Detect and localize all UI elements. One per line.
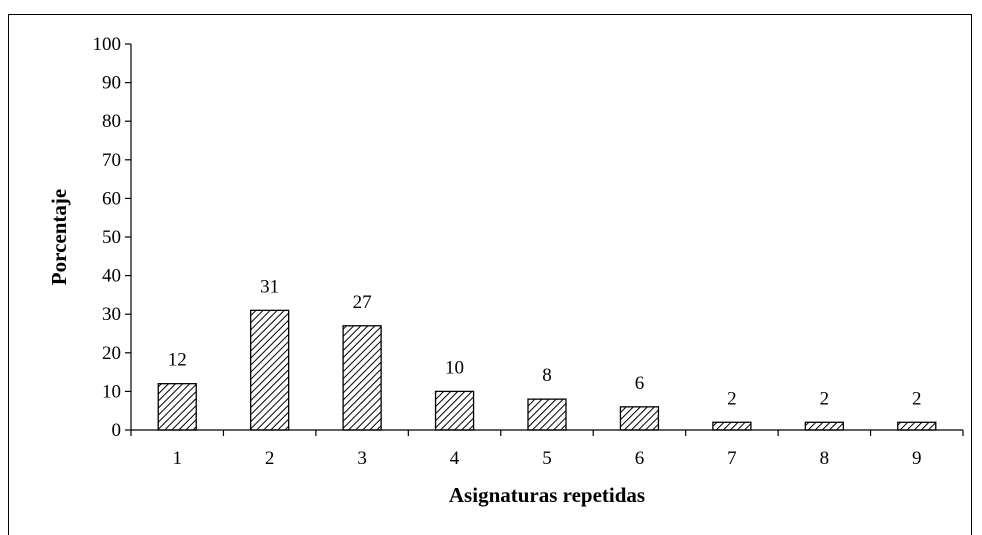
- y-tick-label: 70: [102, 150, 121, 171]
- x-tick-label: 3: [357, 448, 367, 469]
- bar-6: [619, 406, 660, 431]
- y-tick-label: 90: [102, 73, 121, 94]
- bar-4: [434, 390, 475, 431]
- y-tick-label: 20: [102, 343, 121, 364]
- bar-7: [712, 421, 752, 431]
- x-tick-label: 1: [172, 448, 182, 469]
- data-label: 31: [260, 276, 279, 297]
- y-tick-label: 60: [102, 188, 121, 209]
- x-tick-label: 4: [450, 448, 460, 469]
- bar-9: [897, 421, 937, 431]
- data-label: 2: [820, 388, 830, 409]
- x-axis-title: Asignaturas repetidas: [449, 483, 645, 507]
- y-tick-label: 0: [112, 420, 122, 441]
- x-tick-label: 5: [542, 448, 552, 469]
- bar-8: [804, 421, 844, 431]
- y-tick-label: 40: [102, 266, 121, 287]
- data-label: 10: [445, 357, 464, 378]
- bar-1: [157, 383, 197, 431]
- y-tick-label: 10: [102, 381, 121, 402]
- x-tick-label: 9: [912, 448, 922, 469]
- data-labels: 12 31 27 10 8 6 2 2 2: [168, 276, 922, 409]
- y-tick-label: 50: [102, 227, 121, 248]
- data-label: 2: [912, 388, 922, 409]
- y-axis-ticks: 0 10 20 30 40 50 60 70 80 90 100: [93, 34, 131, 441]
- x-tick-label: 7: [727, 448, 737, 469]
- x-tick-label: 6: [635, 448, 645, 469]
- chart-frame: [8, 14, 972, 535]
- bar-5: [527, 398, 567, 431]
- data-label: 8: [542, 365, 552, 386]
- y-tick-label: 80: [102, 111, 121, 132]
- x-tick-label: 8: [820, 448, 830, 469]
- data-label: 2: [727, 388, 737, 409]
- x-axis-ticks: 1 2 3 4 5 6 7 8 9: [130, 430, 964, 469]
- y-tick-label: 30: [102, 304, 121, 325]
- data-label: 6: [635, 373, 645, 394]
- bar-3: [342, 325, 382, 431]
- y-axis-title: Porcentaje: [47, 189, 71, 285]
- data-label: 27: [353, 292, 372, 313]
- bar-2: [250, 309, 290, 431]
- x-tick-label: 2: [265, 448, 275, 469]
- data-label: 12: [168, 350, 187, 371]
- y-tick-label: 100: [93, 34, 122, 55]
